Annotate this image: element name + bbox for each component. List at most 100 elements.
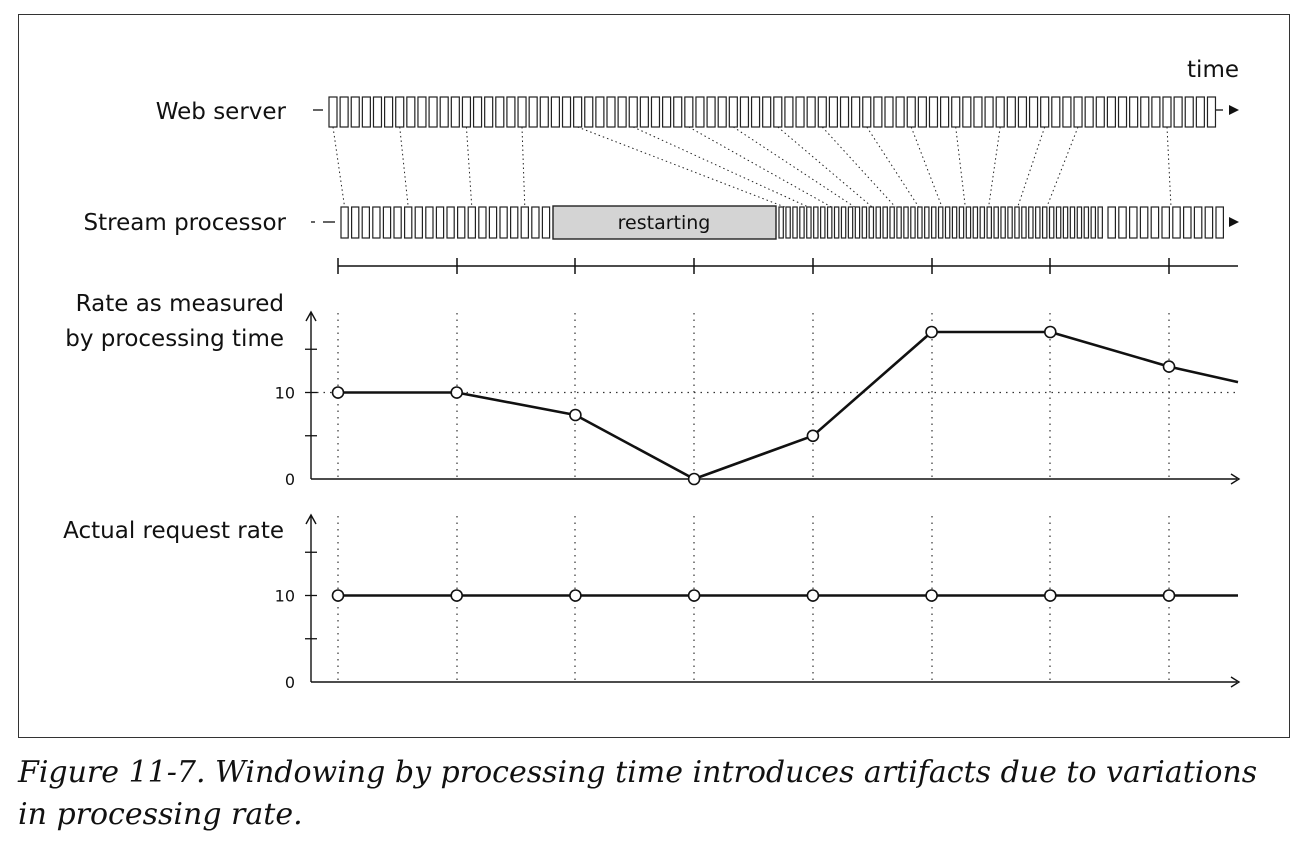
web-server-event [695,96,705,128]
stream-event [840,206,847,239]
stream-processor-arrow-icon [1229,217,1239,227]
stream-event [1035,206,1041,239]
stream-event [1128,206,1138,239]
stream-event [499,206,508,239]
web-server-event [1106,96,1117,128]
web-server-event [862,96,872,128]
stream-event [478,206,487,239]
stream-event [435,206,445,239]
data-point [1162,360,1176,373]
stream-event [488,206,498,239]
processing-time-diagram: Web server time Stream processor restart… [63,57,1241,692]
stream-event [951,206,958,239]
stream-event [861,206,868,239]
event-mapping-line [632,126,809,208]
stream-event [425,206,434,239]
window-boundary-axis [337,258,1238,274]
data-point [806,589,820,602]
measured-rate-label-line1: Rate as measured [76,291,284,317]
web-server-event [428,96,438,128]
stream-event [972,206,979,239]
stream-event [965,206,972,239]
web-server-event [439,96,449,128]
stream-event [372,206,381,239]
web-server-event [384,96,394,128]
data-point [331,386,345,399]
web-server-event [984,96,994,128]
web-server-event [784,96,794,128]
data-point [331,589,345,602]
stream-event [351,206,360,239]
y-axis-arrow-icon [305,513,317,525]
web-server-event [528,96,538,128]
web-server-event [406,96,416,128]
web-server-event [939,96,950,128]
stream-event [813,206,819,239]
stream-event [889,206,895,239]
web-server-event [1051,96,1061,128]
web-server-event [728,96,738,128]
y-tick-label: 10 [275,384,295,403]
stream-event [1014,206,1020,239]
web-server-event [917,96,927,128]
web-server-event [795,96,805,128]
stream-event [1172,206,1181,239]
stream-event [958,206,965,239]
event-mapping-line [777,126,873,208]
web-server-event [350,96,360,128]
web-server-event [1129,96,1139,128]
web-server-event [561,96,572,128]
event-mapping-line [577,126,785,208]
web-server-event [1006,96,1016,128]
web-server-event [339,96,349,128]
stream-event [1204,206,1214,239]
web-server-event [550,96,561,128]
web-server-event [884,96,894,128]
stream-event [404,206,413,239]
web-server-event [1184,96,1194,128]
web-server-event [1195,96,1205,128]
event-mapping-line [1046,126,1079,208]
data-point [687,472,701,486]
y-tick-label: 0 [285,673,295,692]
web-server-event [828,96,839,128]
event-mapping-line [1166,126,1172,208]
web-server-event [817,96,827,128]
stream-event [520,206,530,239]
measured-rate-label-line2: by processing time [65,326,284,352]
stream-event [1107,206,1117,239]
stream-event [446,206,455,239]
data-point [450,589,464,602]
actual-rate-chart: Actual request rate 0 10 [63,513,1241,692]
stream-event [979,206,986,239]
data-point [687,589,701,602]
stream-processor-timeline: Stream processor restarting [84,205,1239,240]
restart-box [552,205,777,240]
data-point [1044,325,1057,339]
stream-event [944,206,951,239]
stream-event [1055,206,1062,239]
stream-event [1062,206,1069,239]
stream-event [903,206,909,239]
web-server-event [1040,96,1050,128]
web-server-event [773,96,783,128]
web-server-event [395,96,405,128]
stream-event [1076,206,1083,239]
actual-rate-label: Actual request rate [63,518,284,544]
web-server-event [1095,96,1105,128]
web-server-event [717,96,727,128]
web-server-event [851,96,861,128]
web-server-event [328,96,338,128]
web-server-event [806,96,816,128]
web-server-event [617,96,627,128]
stream-event [541,206,551,239]
event-mapping-line [866,126,920,208]
stream-event [361,206,371,239]
stream-event [792,206,798,239]
web-server-event [650,96,661,128]
web-server-event [995,96,1005,128]
stream-event [1021,206,1027,239]
stream-event [910,206,916,239]
web-server-event [839,96,850,128]
web-server-event [639,96,649,128]
